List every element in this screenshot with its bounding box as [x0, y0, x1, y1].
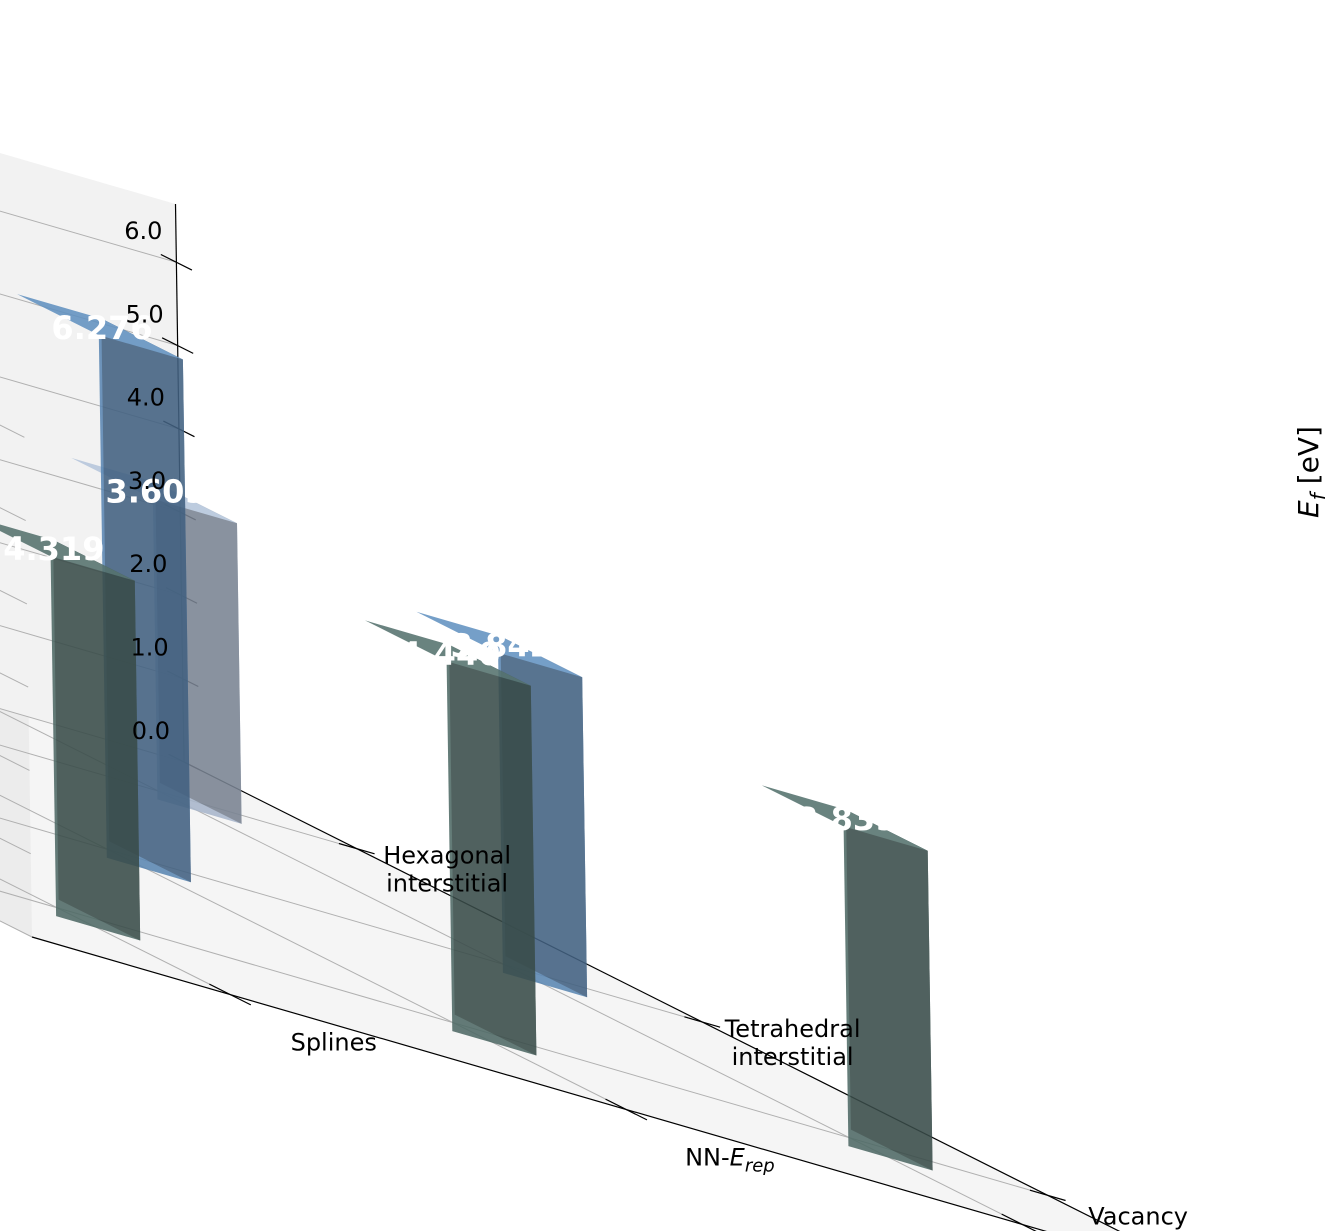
- z-tick-label: 3.0: [128, 467, 166, 495]
- bar-value-label: 4.440: [399, 635, 500, 673]
- bar-value-labels: 6.5636.0203.6096.5226.2763.8424.3194.440…: [3, 309, 897, 838]
- bar-value-label: 3.842: [451, 627, 552, 665]
- y-tick-label: Hexagonal interstitial: [383, 842, 511, 898]
- z-tick-label: 4.0: [127, 384, 165, 412]
- bar-1-0: [365, 620, 537, 1056]
- x-gridline: [0, 794, 627, 1110]
- z-tick: [161, 337, 194, 354]
- bar-top-face: [416, 611, 583, 678]
- y-tick-label: Tetrahedral interstitial: [724, 1015, 861, 1071]
- z-tick-label: 0.0: [132, 717, 170, 745]
- bar-side-face: [53, 539, 141, 941]
- bar-side-face: [846, 809, 933, 1171]
- bar-top-face: [17, 294, 183, 360]
- z-tick-label: 6.0: [124, 217, 162, 245]
- bar-top-face: [0, 524, 135, 581]
- z-axis-title: Ef [eV]: [1292, 426, 1327, 518]
- bar-side-face: [449, 644, 537, 1056]
- y-tick: [684, 1016, 721, 1028]
- tick-labels: SplinesNN-ErepVASPVacancyTetrahedralinte…: [124, 217, 1327, 1230]
- x-tick-label: Splines: [291, 1029, 377, 1057]
- x-tick: [209, 983, 252, 1006]
- x-tick: [605, 1098, 648, 1121]
- y-tick: [338, 842, 375, 855]
- y-gridline: [0, 817, 703, 1023]
- bars: [0, 294, 933, 1171]
- y-tick-label: Vacancy: [1088, 1202, 1188, 1230]
- bar-top-face: [761, 785, 928, 851]
- z-tick-label: 5.0: [125, 300, 163, 328]
- bar-value-label: 6.276: [51, 309, 152, 347]
- bar-0-0: [0, 524, 141, 941]
- y-gridline: [0, 890, 1048, 1196]
- bar-value-label: 3.609: [105, 473, 206, 511]
- x-gridline: [0, 711, 1023, 1225]
- y-tick: [1029, 1189, 1066, 1202]
- x-tick-label: NN-Erep: [685, 1144, 775, 1177]
- bar-value-label: 3.839: [796, 800, 897, 838]
- bar-top-face: [365, 620, 531, 686]
- x-tick: [1001, 1213, 1037, 1231]
- z-tick: [160, 253, 193, 271]
- bar-2-0: [761, 785, 933, 1171]
- grid-lines: [0, 210, 1048, 1225]
- bar-value-label: 4.319: [3, 530, 104, 568]
- z-tick-label: 2.0: [129, 550, 167, 578]
- z-tick-label: 1.0: [131, 634, 169, 662]
